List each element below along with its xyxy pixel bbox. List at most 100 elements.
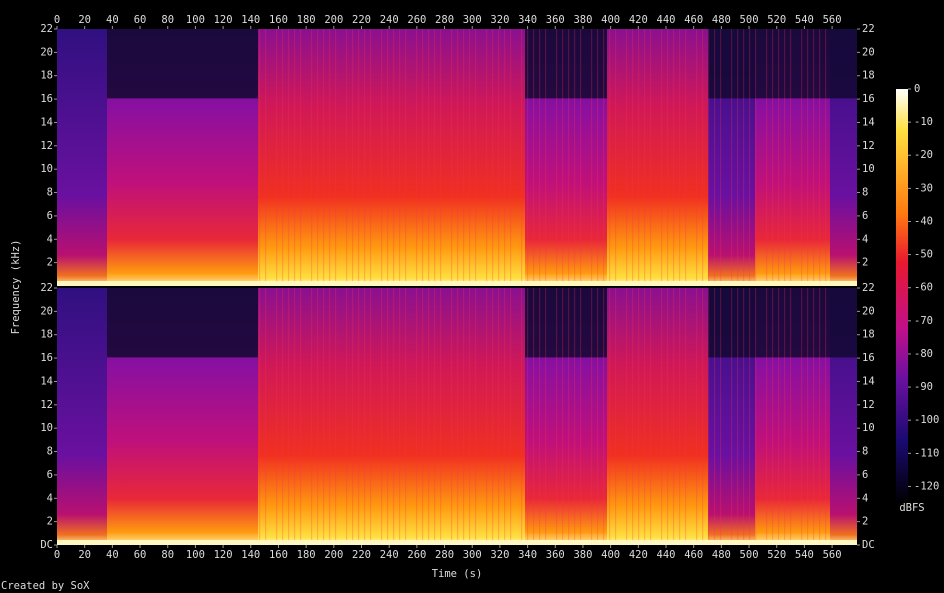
x-tick-label: 140: [241, 549, 260, 561]
streak: [766, 288, 768, 545]
y-tick-label: 2: [862, 516, 868, 528]
streak: [276, 288, 278, 545]
streak: [498, 29, 500, 286]
streak: [399, 29, 401, 286]
streak: [521, 288, 523, 545]
x-tick-label: 60: [134, 14, 147, 26]
y-tick-label: 22: [40, 282, 53, 294]
streak: [714, 288, 716, 545]
cutoff-band: [755, 29, 830, 99]
y-tick-label: 20: [862, 46, 875, 58]
x-tick-label: 240: [380, 549, 399, 561]
streak: [364, 288, 366, 545]
streak: [632, 29, 634, 286]
cutoff-band: [525, 29, 607, 99]
streak: [393, 29, 395, 286]
streak: [545, 29, 547, 286]
cutoff-band: [708, 288, 755, 358]
streak: [282, 29, 284, 286]
streak: [591, 29, 593, 286]
cutoff-band: [107, 288, 258, 358]
y-tick-label: 18: [40, 70, 53, 82]
x-tick-label: 480: [712, 14, 731, 26]
streak: [784, 288, 786, 545]
streak: [533, 29, 535, 286]
x-tick-label: 540: [795, 549, 814, 561]
y-tick-label: 10: [40, 422, 53, 434]
x-tick-label: 380: [573, 14, 592, 26]
streak: [545, 288, 547, 545]
y-tick-label: 20: [40, 305, 53, 317]
streak: [311, 29, 313, 286]
spectrum-block: [57, 288, 107, 545]
streak: [498, 288, 500, 545]
y-tick-label: 8: [862, 187, 868, 199]
streak: [685, 288, 687, 545]
streak: [766, 29, 768, 286]
x-tick-label: 520: [767, 549, 786, 561]
streak: [731, 29, 733, 286]
colorbar-tick-label: -50: [914, 249, 933, 261]
streak: [790, 29, 792, 286]
x-axis-label: Time (s): [432, 568, 483, 580]
streak: [399, 288, 401, 545]
y-tick-label: 20: [40, 46, 53, 58]
y-tick-label: 2: [862, 257, 868, 269]
streak: [475, 288, 477, 545]
x-tick-label: 20: [78, 549, 91, 561]
streak: [801, 288, 803, 545]
y-tick-label: 10: [40, 163, 53, 175]
x-tick-label: 160: [269, 14, 288, 26]
streak: [323, 288, 325, 545]
streak: [533, 288, 535, 545]
y-tick-label: 4: [862, 492, 868, 504]
colorbar-tick-label: -90: [914, 381, 933, 393]
x-tick-label: 0: [54, 14, 60, 26]
streak: [819, 288, 821, 545]
credit: Created by SoX: [1, 580, 90, 592]
streak: [276, 29, 278, 286]
streak: [661, 29, 663, 286]
streak: [737, 29, 739, 286]
y-tick-label: 6: [862, 469, 868, 481]
streak: [510, 288, 512, 545]
x-tick-label: 500: [740, 549, 759, 561]
x-tick-label: 20: [78, 14, 91, 26]
streak: [317, 288, 319, 545]
streak: [609, 288, 611, 545]
x-tick-label: 220: [352, 549, 371, 561]
streak: [300, 29, 302, 286]
streak: [358, 288, 360, 545]
streak: [492, 29, 494, 286]
x-tick-label: 0: [54, 549, 60, 561]
y-tick-label: 16: [862, 352, 875, 364]
streak: [527, 29, 529, 286]
streak: [469, 29, 471, 286]
streak: [539, 288, 541, 545]
streak: [405, 29, 407, 286]
streak: [405, 288, 407, 545]
x-tick-label: 340: [518, 14, 537, 26]
streak: [679, 29, 681, 286]
streak: [288, 288, 290, 545]
streak: [364, 29, 366, 286]
streak: [370, 29, 372, 286]
streak: [778, 288, 780, 545]
colorbar-tick-label: -110: [914, 447, 939, 459]
streak: [714, 29, 716, 286]
x-tick-label: 260: [407, 14, 426, 26]
cutoff-band: [107, 29, 258, 99]
x-tick-label: 480: [712, 549, 731, 561]
x-tick-label: 440: [657, 14, 676, 26]
streak: [580, 288, 582, 545]
streak: [644, 29, 646, 286]
streak: [626, 288, 628, 545]
streak: [813, 29, 815, 286]
y-tick-label: 18: [862, 329, 875, 341]
x-tick-label: 140: [241, 14, 260, 26]
streak: [510, 29, 512, 286]
streak: [370, 288, 372, 545]
streak: [393, 288, 395, 545]
streak: [591, 288, 593, 545]
streak: [556, 288, 558, 545]
